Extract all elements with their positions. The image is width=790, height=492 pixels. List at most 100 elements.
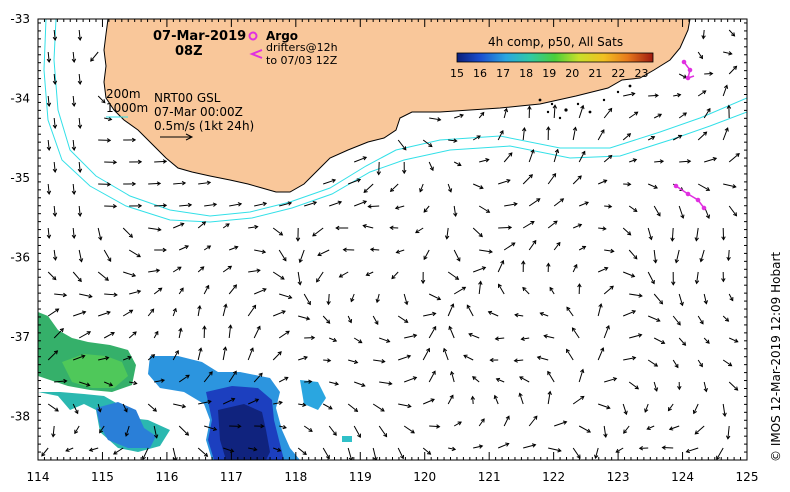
current-arrow xyxy=(52,117,58,129)
current-arrow xyxy=(104,292,118,297)
x-tick-label: 118 xyxy=(284,470,307,484)
current-arrow xyxy=(373,359,386,364)
current-arrow xyxy=(98,310,111,317)
current-arrow xyxy=(65,447,74,452)
y-axis-labels: -33 -34 -35 -36 -37 -38 xyxy=(10,12,30,423)
current-arrow xyxy=(147,308,155,317)
current-arrow xyxy=(422,139,433,148)
current-arrow xyxy=(272,271,285,280)
current-arrow xyxy=(323,178,337,185)
colorbar-tick-label: 23 xyxy=(634,67,648,80)
current-arrow xyxy=(628,249,638,260)
current-arrow xyxy=(223,447,235,453)
current-arrow xyxy=(447,271,460,280)
current-arrow xyxy=(704,71,714,76)
current-arrow xyxy=(603,325,610,339)
analysis-date-label: 07-Mar 00:00Z xyxy=(154,105,243,119)
current-arrow xyxy=(672,359,679,369)
current-arrow xyxy=(278,376,289,383)
current-arrow xyxy=(298,315,311,321)
current-arrow xyxy=(468,332,480,339)
current-arrow xyxy=(47,350,59,361)
current-arrow xyxy=(247,398,260,405)
current-arrow xyxy=(697,131,708,141)
current-arrow xyxy=(623,181,632,187)
x-tick-label: 121 xyxy=(478,470,501,484)
current-arrow xyxy=(723,51,733,56)
current-arrow xyxy=(77,117,83,129)
current-arrow xyxy=(572,263,578,273)
current-arrow xyxy=(278,249,287,262)
current-arrow xyxy=(104,116,113,122)
x-tick-label: 119 xyxy=(349,470,372,484)
current-arrow xyxy=(178,374,190,383)
current-arrow xyxy=(520,336,530,342)
current-arrow xyxy=(728,293,734,302)
current-arrow xyxy=(647,136,656,141)
vector-scale-label: 0.5m/s (1kt 24h) xyxy=(154,119,254,133)
current-arrow xyxy=(578,425,592,433)
current-arrow xyxy=(454,113,464,119)
current-arrow xyxy=(154,378,166,383)
current-arrow xyxy=(178,327,183,339)
current-arrow xyxy=(297,271,302,286)
current-arrow xyxy=(79,381,91,387)
current-arrow xyxy=(248,224,259,230)
current-arrow xyxy=(47,308,60,317)
colorbar-tick-label: 15 xyxy=(450,67,464,80)
current-arrow xyxy=(528,198,541,207)
current-arrow xyxy=(279,424,287,430)
current-arrow xyxy=(604,248,615,254)
current-arrow xyxy=(123,355,132,361)
colorbar-title: 4h comp, p50, All Sats xyxy=(488,35,623,49)
current-arrow xyxy=(104,160,118,165)
current-arrow xyxy=(172,307,177,317)
current-arrow xyxy=(518,392,524,405)
current-arrow xyxy=(528,239,537,251)
current-arrow xyxy=(272,227,284,236)
current-arrow xyxy=(304,200,318,207)
current-arrow xyxy=(728,65,738,75)
current-arrow xyxy=(73,310,87,317)
current-arrow xyxy=(389,183,399,193)
current-arrow xyxy=(279,201,293,207)
current-arrow xyxy=(295,227,301,242)
current-arrow xyxy=(722,315,730,322)
current-arrow xyxy=(472,227,483,238)
current-arrow xyxy=(728,337,739,343)
current-arrow xyxy=(376,161,382,176)
current-arrow xyxy=(543,334,555,339)
current-arrow xyxy=(178,425,190,436)
current-arrow xyxy=(97,227,103,241)
current-arrow xyxy=(46,139,52,151)
current-arrow xyxy=(41,447,49,457)
current-arrow xyxy=(721,271,726,283)
current-arrow xyxy=(478,111,485,119)
current-arrow xyxy=(578,245,587,251)
current-arrow xyxy=(52,73,58,85)
current-arrow xyxy=(419,183,424,193)
current-arrow xyxy=(71,227,77,239)
current-arrow xyxy=(478,280,483,295)
current-arrow xyxy=(154,203,168,208)
current-arrow xyxy=(523,443,537,449)
current-arrow xyxy=(312,227,324,237)
current-arrow xyxy=(222,223,230,229)
current-arrow xyxy=(703,381,708,393)
current-arrow xyxy=(463,354,474,361)
current-arrow xyxy=(298,355,308,361)
current-arrow xyxy=(204,202,218,207)
current-arrow xyxy=(674,249,680,264)
current-arrow xyxy=(347,315,353,324)
current-arrow xyxy=(598,403,611,410)
x-tick-label: 117 xyxy=(220,470,243,484)
current-arrow xyxy=(453,205,458,218)
isobath-200m xyxy=(53,19,747,217)
current-arrow xyxy=(528,148,535,163)
current-arrow xyxy=(172,447,178,460)
x-tick-label: 116 xyxy=(155,470,178,484)
current-arrow xyxy=(493,394,499,405)
current-arrow xyxy=(141,447,149,460)
current-arrow xyxy=(197,304,202,317)
y-tick-label: -34 xyxy=(10,91,30,105)
